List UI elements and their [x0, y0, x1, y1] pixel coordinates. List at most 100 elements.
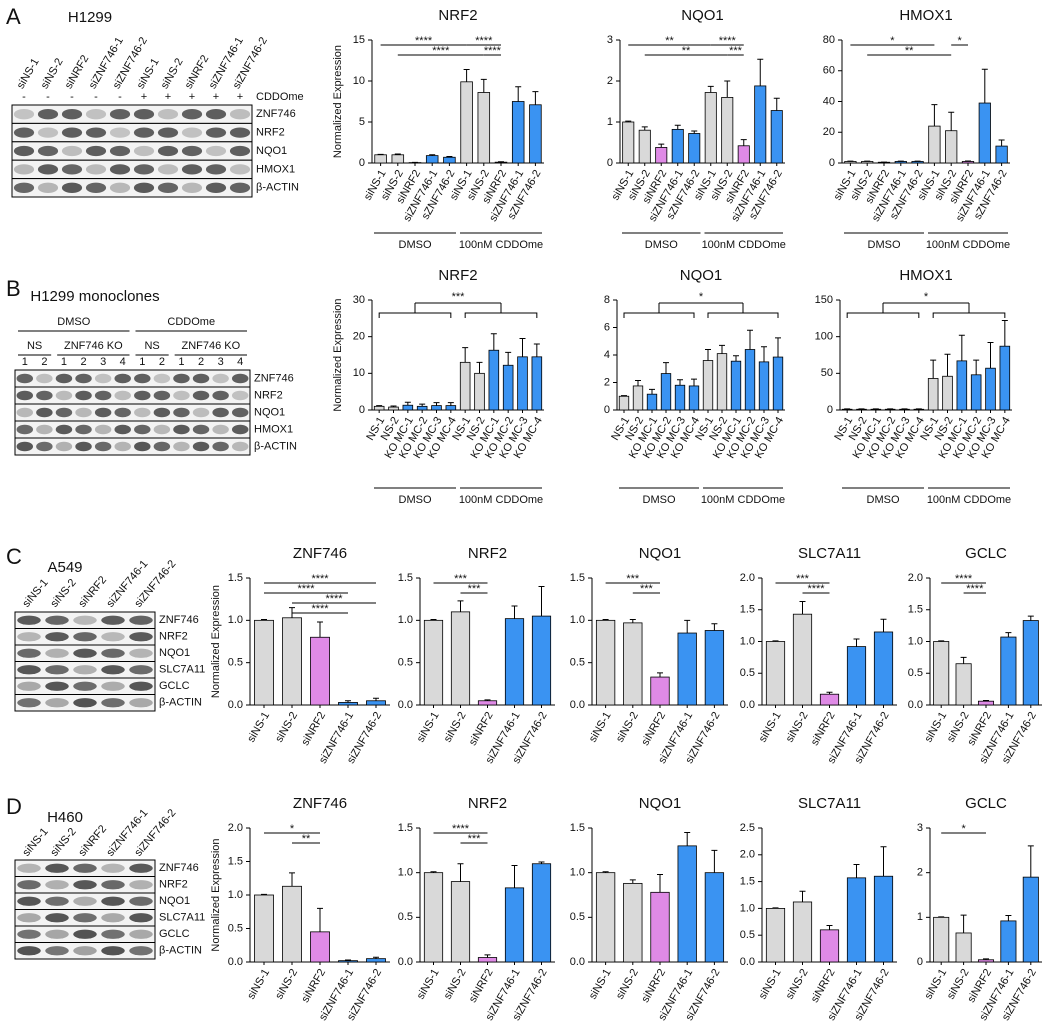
- error-bar: [691, 378, 697, 386]
- y-tick-label: 0.0: [228, 956, 243, 968]
- sig-bracket: [378, 303, 452, 318]
- sig-label: ***: [626, 573, 640, 585]
- blot-band: [17, 896, 41, 906]
- y-tick-label: 20: [353, 331, 365, 343]
- sig-label: *: [957, 35, 962, 47]
- blot-band: [17, 698, 41, 708]
- lane-label: siNRF2: [76, 823, 109, 859]
- blot-band: [101, 648, 125, 658]
- lane-label: 1: [178, 356, 184, 368]
- error-bar: [519, 338, 526, 357]
- bar: [716, 353, 728, 411]
- blot-band: [73, 681, 97, 691]
- blot-band: [109, 145, 131, 157]
- y-tick-label: 0.0: [908, 699, 923, 711]
- bar: [765, 908, 786, 963]
- error-bar: [1001, 320, 1008, 347]
- y-tick-label: 1.0: [908, 635, 923, 647]
- error-bar: [532, 91, 539, 105]
- blot-band: [101, 946, 125, 956]
- y-tick-label: 4: [604, 349, 610, 361]
- x-tick-label: siNS-2: [442, 967, 469, 1002]
- bar: [985, 367, 996, 411]
- blot-band: [133, 164, 155, 175]
- bar: [933, 641, 950, 706]
- blot-band: [17, 946, 41, 956]
- blot-band: [134, 373, 151, 384]
- band-label: NQO1: [159, 895, 190, 907]
- y-tick-label: 0.5: [740, 929, 755, 941]
- band-label: ZNF746: [254, 372, 294, 384]
- y-tick-label: 0.0: [398, 956, 413, 968]
- blot-band: [73, 632, 97, 642]
- bar: [402, 404, 414, 411]
- x-tick-label: siNS-2: [614, 967, 641, 1002]
- error-bar: [476, 361, 483, 374]
- blot-band: [129, 863, 153, 873]
- blot-band: [37, 182, 59, 193]
- x-tick-label: siNS-1: [587, 710, 614, 745]
- blot-band: [129, 880, 153, 890]
- blot-band: [181, 127, 203, 138]
- error-bar: [538, 861, 545, 864]
- x-tick-label: siNS-2: [784, 710, 811, 745]
- y-tick-label: 60: [823, 65, 835, 77]
- band-label: β-ACTIN: [254, 440, 297, 452]
- group-label: DMSO: [867, 494, 900, 506]
- blot-band: [37, 164, 59, 175]
- blot-band: [114, 373, 131, 384]
- x-tick-label: siNS-1: [587, 967, 614, 1002]
- bar: [638, 129, 651, 164]
- blot-band: [73, 929, 97, 939]
- bar: [338, 702, 358, 706]
- error-bar: [1005, 632, 1012, 638]
- blot-band: [13, 164, 35, 175]
- error-bar: [430, 618, 437, 621]
- blot-band: [173, 407, 190, 418]
- blot-band: [73, 863, 97, 873]
- y-tick-label: 0: [827, 404, 833, 416]
- panel-letter: D: [6, 794, 22, 819]
- blot-band: [73, 615, 97, 625]
- blot-band: [45, 863, 69, 873]
- blot-strip: [14, 437, 251, 456]
- error-bar: [930, 359, 937, 379]
- blot-band: [75, 424, 92, 435]
- blot-band: [229, 145, 251, 157]
- error-bar: [931, 104, 938, 127]
- blot-header: DMSO: [57, 316, 90, 328]
- band-label: ZNF746: [256, 108, 296, 120]
- y-axis-label: Normalized Expression: [332, 45, 344, 158]
- blot-band: [205, 145, 227, 157]
- blot-band: [173, 390, 190, 401]
- error-bar: [663, 362, 669, 374]
- error-bar: [457, 600, 464, 612]
- y-tick-label: 1.5: [740, 604, 755, 616]
- blot-band: [153, 407, 171, 418]
- error-bar: [772, 907, 779, 909]
- sig-label: ****: [719, 35, 737, 47]
- blot-band: [36, 390, 53, 401]
- sig-label: ****: [475, 35, 493, 47]
- chart-title: ZNF746: [293, 545, 347, 562]
- blot-band: [109, 127, 131, 138]
- blot-band: [37, 127, 59, 138]
- error-bar: [747, 329, 753, 350]
- bar: [677, 845, 697, 963]
- bar: [531, 356, 543, 411]
- blot-band: [45, 946, 69, 956]
- x-tick-label: siNRF2: [639, 967, 668, 1005]
- bar: [1022, 620, 1039, 706]
- bar: [1022, 876, 1039, 963]
- treatment-sign: -: [46, 91, 50, 103]
- blot-band: [61, 145, 83, 157]
- blot-band: [133, 145, 155, 157]
- blot-title: H1299: [68, 9, 112, 26]
- blot-band: [157, 145, 179, 157]
- lane-label: siNS-1: [15, 56, 42, 91]
- error-bar: [880, 846, 887, 877]
- sig-label: ***: [729, 45, 743, 57]
- bar: [450, 611, 471, 706]
- sig-label: ****: [297, 583, 315, 595]
- blot-band: [85, 109, 107, 120]
